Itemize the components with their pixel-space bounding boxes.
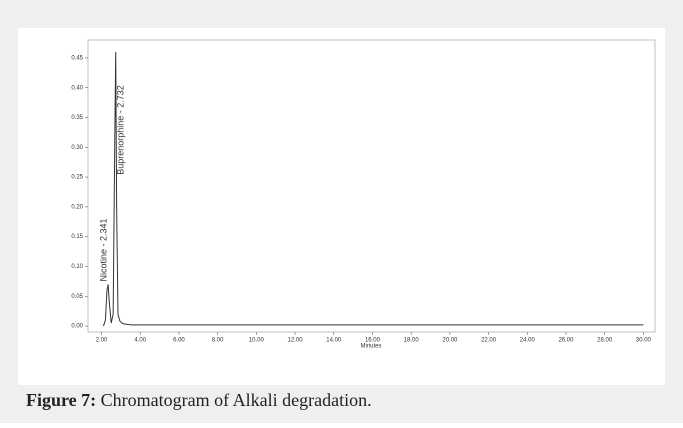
y-tick-label: 0.10 — [71, 264, 83, 270]
x-axis-label: Minutes — [360, 344, 381, 350]
y-tick-label: 0.25 — [71, 175, 83, 181]
x-tick-label: 20.00 — [442, 338, 458, 344]
x-tick-label: 8.00 — [212, 338, 224, 344]
y-tick-label: 0.00 — [71, 324, 83, 330]
y-tick-label: 0.20 — [71, 204, 83, 210]
y-tick-label: 0.40 — [71, 85, 83, 91]
x-tick-label: 30.00 — [636, 338, 652, 344]
x-tick-label: 14.00 — [326, 338, 342, 344]
x-tick-label: 4.00 — [134, 338, 146, 344]
y-tick-label: 0.15 — [71, 234, 83, 240]
caption: Figure 7: Chromatogram of Alkali degrada… — [26, 390, 372, 410]
chromatogram-line — [103, 51, 644, 327]
x-tick-label: 2.00 — [96, 338, 108, 344]
caption-text: Chromatogram of Alkali degradation. — [101, 390, 372, 410]
x-tick-label: 26.00 — [558, 338, 574, 344]
y-tick-label: 0.30 — [71, 145, 83, 151]
y-tick-label: 0.05 — [71, 294, 83, 300]
peak-annotation: Nicotine - 2.341 — [98, 218, 108, 281]
x-tick-label: 10.00 — [249, 338, 265, 344]
x-tick-label: 18.00 — [404, 338, 420, 344]
y-tick-label: 0.35 — [71, 115, 83, 121]
figure-panel — [18, 28, 665, 385]
x-tick-label: 28.00 — [597, 338, 613, 344]
peak-annotation: Buprenorphine - 2.732 — [115, 85, 125, 175]
y-tick-label: 0.45 — [71, 55, 83, 61]
x-tick-label: 12.00 — [288, 338, 304, 344]
x-tick-label: 24.00 — [520, 338, 536, 344]
caption-label: Figure 7: — [26, 390, 96, 410]
x-tick-label: 16.00 — [365, 338, 381, 344]
plot-frame — [87, 39, 656, 333]
x-tick-label: 6.00 — [173, 338, 185, 344]
x-tick-label: 22.00 — [481, 338, 497, 344]
